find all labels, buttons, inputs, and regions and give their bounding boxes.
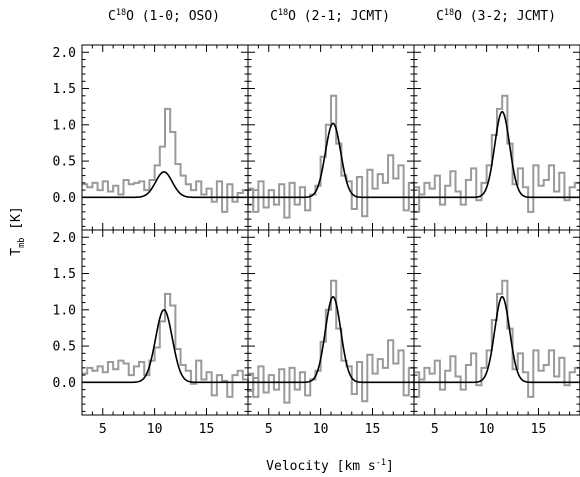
gaussian-fit xyxy=(414,111,580,199)
observed-spectrum xyxy=(414,279,580,398)
panel-frame xyxy=(413,229,580,416)
x-tick-label: 5 xyxy=(431,422,439,437)
panels-group: 0.0 0.5 1.0 1.5 2.0 0.0 0.5 1.0 1.5 2.0 5 10 15 5 10 15… xyxy=(53,44,580,437)
x-tick-label: 15 xyxy=(531,422,547,437)
observed-spectrum xyxy=(248,94,425,219)
x-tick-label: 10 xyxy=(479,422,495,437)
panel-frame xyxy=(247,44,415,231)
y-tick-label: 2.0 xyxy=(53,231,76,246)
panel-r0-c2 xyxy=(413,44,580,231)
observed-spectrum xyxy=(248,279,425,404)
panel-r0-c0: 0.0 0.5 1.0 1.5 2.0 xyxy=(53,44,259,231)
gaussian-fit xyxy=(82,309,248,384)
panel-r1-c2: 5 10 15 xyxy=(413,229,580,437)
column-title-3: C18O (3-2; JCMT) xyxy=(436,8,556,24)
panel-r1-c0: 0.0 0.5 1.0 1.5 2.0 5 10 15 xyxy=(53,229,259,437)
x-tick-label: 10 xyxy=(147,422,163,437)
x-tick-label: 15 xyxy=(199,422,215,437)
observed-spectrum xyxy=(82,292,259,398)
gaussian-fit xyxy=(414,296,580,384)
panel-r1-c1: 5 10 15 xyxy=(247,229,425,437)
observed-spectrum xyxy=(82,107,259,213)
panel-r0-c1 xyxy=(247,44,425,231)
y-tick-label: 0.0 xyxy=(53,191,76,206)
gaussian-fit xyxy=(82,171,248,199)
y-tick-label: 1.5 xyxy=(53,267,76,282)
y-axis-label: Tmb [K] xyxy=(9,206,27,255)
gaussian-fit xyxy=(248,122,414,199)
x-tick-label: 5 xyxy=(99,422,107,437)
gaussian-fit xyxy=(248,295,414,384)
column-title-2: C18O (2-1; JCMT) xyxy=(270,8,390,24)
panel-frame xyxy=(413,44,580,231)
panel-frame xyxy=(247,229,415,416)
y-tick-label: 0.0 xyxy=(53,376,76,391)
x-axis-label: Velocity [km s-1] xyxy=(266,458,394,474)
y-tick-label: 0.5 xyxy=(53,155,76,170)
y-tick-label: 0.5 xyxy=(53,340,76,355)
y-tick-label: 2.0 xyxy=(53,46,76,61)
x-tick-label: 10 xyxy=(313,422,329,437)
y-tick-label: 1.0 xyxy=(53,303,76,318)
x-tick-label: 15 xyxy=(365,422,381,437)
column-title-1: C18O (1-0; OSO) xyxy=(108,8,220,24)
y-tick-label: 1.5 xyxy=(53,82,76,97)
y-tick-label: 1.0 xyxy=(53,118,76,133)
observed-spectrum xyxy=(414,94,580,213)
panel-frame xyxy=(81,229,249,416)
x-tick-label: 5 xyxy=(265,422,273,437)
